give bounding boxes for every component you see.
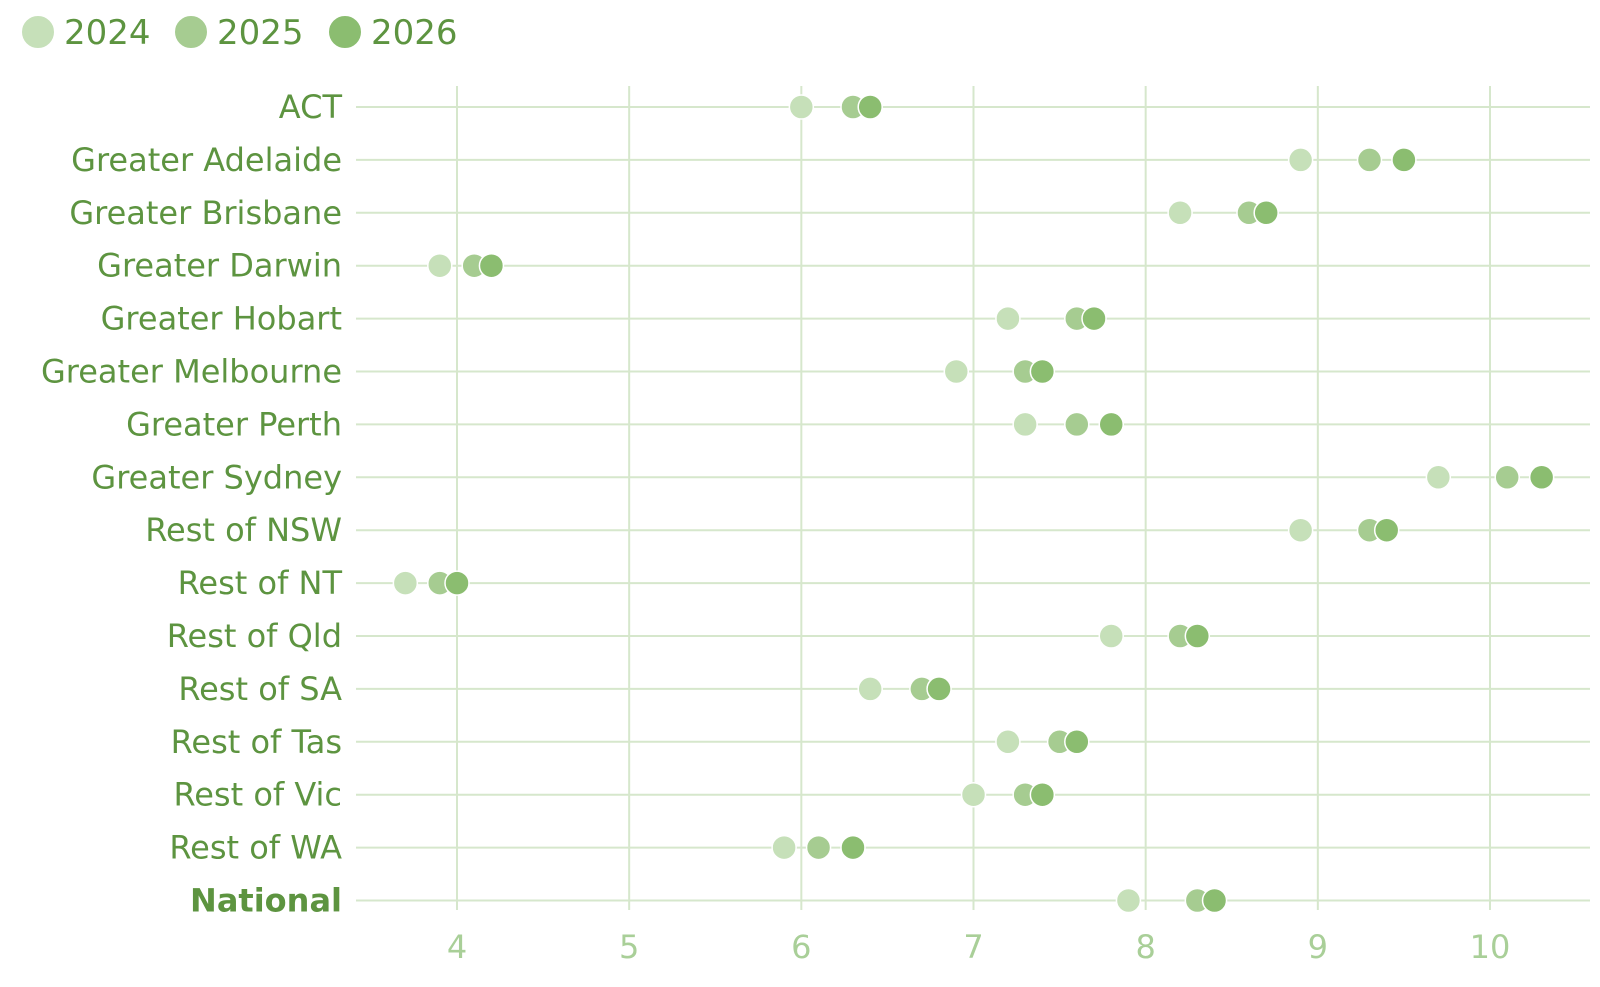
data-point-2024 xyxy=(1012,411,1038,438)
data-point-2026 xyxy=(1184,623,1211,649)
category-label: Greater Sydney xyxy=(91,458,342,496)
data-point-2024 xyxy=(995,305,1021,332)
data-point-2026 xyxy=(478,252,505,279)
data-point-2026 xyxy=(1528,464,1555,491)
category-label: Greater Perth xyxy=(126,405,342,443)
data-point-2024 xyxy=(943,358,970,385)
category-label: Rest of NT xyxy=(178,564,343,602)
data-point-2024 xyxy=(857,676,883,702)
category-label: Greater Melbourne xyxy=(41,353,342,391)
data-point-2024 xyxy=(1287,147,1314,173)
data-point-2026 xyxy=(857,94,883,120)
data-point-2026 xyxy=(840,834,866,861)
category-label: Rest of Vic xyxy=(173,776,342,814)
data-point-2024 xyxy=(788,94,815,120)
x-axis: 4 5 6 7 8 9 10 xyxy=(447,928,1511,966)
category-label: Greater Brisbane xyxy=(69,194,342,232)
data-point-2026 xyxy=(444,570,470,596)
x-tick-label-8: 8 xyxy=(1135,928,1155,966)
legend-swatch-2024 xyxy=(20,14,56,50)
data-point-2026 xyxy=(1029,781,1056,808)
data-point-2025 xyxy=(1064,411,1090,438)
category-label: Rest of NSW xyxy=(145,511,342,549)
data-point-2026 xyxy=(1029,358,1056,385)
data-point-2026 xyxy=(926,676,952,702)
grid xyxy=(356,86,1590,910)
data-point-2026 xyxy=(1098,411,1124,438)
data-points xyxy=(392,94,1555,914)
data-point-2024 xyxy=(427,252,453,279)
legend-label-2024: 2024 xyxy=(64,13,151,53)
category-label: National xyxy=(190,882,342,920)
x-tick-label-6: 6 xyxy=(791,928,811,966)
data-point-2024 xyxy=(1425,464,1452,491)
data-point-2026 xyxy=(1201,887,1228,914)
data-point-2025 xyxy=(1356,147,1383,173)
category-label: Rest of Qld xyxy=(167,617,342,655)
category-label: Greater Adelaide xyxy=(71,141,342,179)
y-axis: ACT Greater Adelaide Greater Brisbane Great… xyxy=(41,88,342,920)
x-tick-label-5: 5 xyxy=(619,928,639,966)
x-tick-label-9: 9 xyxy=(1308,928,1328,966)
data-point-2024 xyxy=(960,781,987,808)
category-label: Greater Darwin xyxy=(97,247,342,285)
category-label: Greater Hobart xyxy=(101,300,342,338)
category-label: Rest of SA xyxy=(178,670,342,708)
data-point-2026 xyxy=(1373,517,1400,543)
legend: 2024 2025 2026 xyxy=(20,13,458,53)
data-point-2024 xyxy=(995,729,1021,755)
data-point-2025 xyxy=(805,834,832,861)
x-tick-label-10: 10 xyxy=(1470,928,1511,966)
data-point-2024 xyxy=(1167,200,1193,226)
data-point-2024 xyxy=(771,834,797,861)
data-point-2026 xyxy=(1064,729,1090,755)
category-label: ACT xyxy=(279,88,343,126)
data-point-2026 xyxy=(1081,305,1107,332)
category-label: Rest of Tas xyxy=(171,723,342,761)
data-point-2024 xyxy=(392,570,419,596)
data-point-2026 xyxy=(1253,200,1279,226)
data-point-2024 xyxy=(1098,623,1124,649)
legend-label-2025: 2025 xyxy=(217,13,304,53)
x-tick-label-4: 4 xyxy=(447,928,467,966)
data-point-2024 xyxy=(1115,887,1142,914)
legend-swatch-2026 xyxy=(327,14,363,50)
data-point-2024 xyxy=(1287,517,1314,543)
data-point-2025 xyxy=(1494,464,1520,491)
legend-label-2026: 2026 xyxy=(371,13,458,53)
category-label: Rest of WA xyxy=(169,829,342,867)
legend-swatch-2025 xyxy=(173,14,209,50)
x-tick-label-7: 7 xyxy=(963,928,983,966)
data-point-2026 xyxy=(1391,147,1417,173)
